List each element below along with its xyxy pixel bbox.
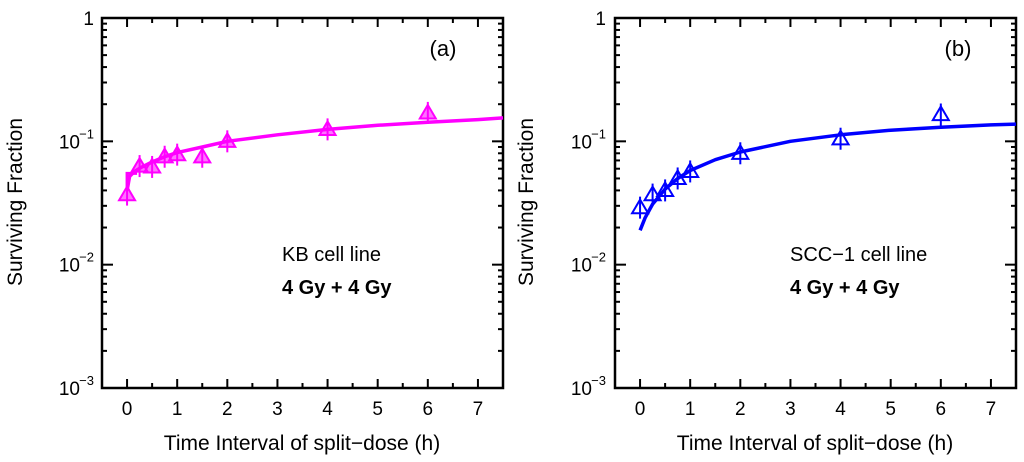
panel-b-y-tick-label: 10 <box>571 132 592 153</box>
panel-b-x-axis-title: Time Interval of split−dose (h) <box>677 432 953 455</box>
panel-b-annotation-line1: SCC−1 cell line <box>790 244 927 266</box>
panel-b-y-axis-title: Surviving Fraction <box>515 118 538 286</box>
panel-b-x-tick-label: 7 <box>986 399 997 420</box>
panel-a-x-tick-label: 0 <box>122 399 133 420</box>
panel-a-x-axis-title: Time Interval of split−dose (h) <box>164 432 440 455</box>
panel-a-x-tick-label: 7 <box>473 399 484 420</box>
panel-a-x-tick-label: 2 <box>222 399 233 420</box>
panel-b-x-tick-label: 6 <box>936 399 947 420</box>
panel-b-y-tick-label: 1 <box>595 9 606 30</box>
panel-a-x-tick-label: 4 <box>322 399 333 420</box>
panel-b-x-tick-label: 5 <box>885 399 896 420</box>
panel-a-x-tick-label: 1 <box>172 399 183 420</box>
panel-a-y-tick-label: 10 <box>59 379 80 400</box>
panel-b-y-tick-exponent: −3 <box>591 373 606 388</box>
panel-b-x-tick-label: 2 <box>735 399 746 420</box>
panel-b-y-tick-exponent: −1 <box>591 126 606 141</box>
panel-b-x-tick-label: 0 <box>635 399 646 420</box>
panel-a-y-tick-label: 10 <box>59 132 80 153</box>
panel-a-y-tick-exponent: −2 <box>79 250 94 265</box>
panel-a-x-tick-label: 6 <box>423 399 434 420</box>
panel-a-x-tick-label: 5 <box>372 399 383 420</box>
panel-b-x-tick-label: 4 <box>835 399 846 420</box>
panel-a-annotation-line1: KB cell line <box>282 244 381 266</box>
panel-b-x-tick-label: 1 <box>685 399 696 420</box>
panel-b-annotation-line2: 4 Gy + 4 Gy <box>790 277 900 299</box>
panel-b-frame <box>613 16 1018 390</box>
panel-a-y-tick-label: 10 <box>59 256 80 277</box>
panel-a-frame <box>100 16 505 390</box>
panel-a-annotation-line2: 4 Gy + 4 Gy <box>282 277 392 299</box>
panel-b-y-tick-exponent: −2 <box>591 250 606 265</box>
panel-a-y-tick-exponent: −1 <box>79 126 94 141</box>
panel-b-fit-curve <box>638 122 1017 231</box>
panel-a-tag: (a) <box>430 36 457 61</box>
panel-b-y-tick-label: 10 <box>571 256 592 277</box>
panel-b-y-tick-label: 10 <box>571 379 592 400</box>
panel-a-y-tick-exponent: −3 <box>79 373 94 388</box>
panel-a-x-tick-label: 3 <box>272 399 283 420</box>
panel-a-y-axis-title: Surviving Fraction <box>4 118 27 286</box>
panel-b-tag: (b) <box>945 36 972 61</box>
panel-a-fit-curve <box>125 116 504 191</box>
panel-a-y-tick-label: 1 <box>83 9 94 30</box>
panel-b-x-tick-label: 3 <box>785 399 796 420</box>
